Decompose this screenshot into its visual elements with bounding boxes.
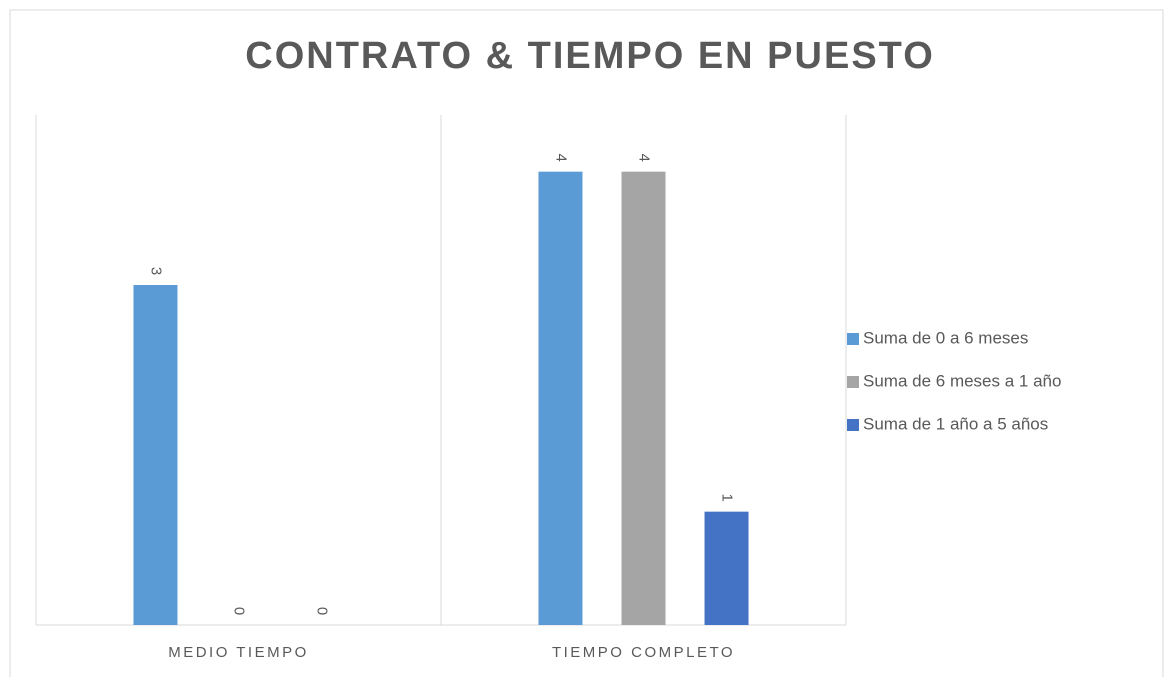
data-label: 0 <box>314 607 331 615</box>
legend-label: Suma de 1 año a 5 años <box>863 414 1048 433</box>
legend-swatch <box>847 376 859 388</box>
x-tick-label: TIEMPO COMPLETO <box>552 644 735 661</box>
data-label: 3 <box>148 267 165 275</box>
bar <box>621 171 666 625</box>
legend-label: Suma de 0 a 6 meses <box>863 328 1028 347</box>
chart-frame <box>9 9 1164 677</box>
bar <box>133 285 178 625</box>
bar <box>704 511 749 625</box>
legend-label: Suma de 6 meses a 1 año <box>863 371 1061 390</box>
data-label: 4 <box>553 153 570 161</box>
legend-swatch <box>847 333 859 345</box>
data-label: 0 <box>231 607 248 615</box>
legend-swatch <box>847 419 859 431</box>
data-label: 4 <box>636 153 653 161</box>
chart-title: CONTRATO & TIEMPO EN PUESTO <box>245 35 935 77</box>
x-tick-label: MEDIO TIEMPO <box>168 644 309 661</box>
data-label: 1 <box>719 493 736 501</box>
bar <box>538 171 583 625</box>
